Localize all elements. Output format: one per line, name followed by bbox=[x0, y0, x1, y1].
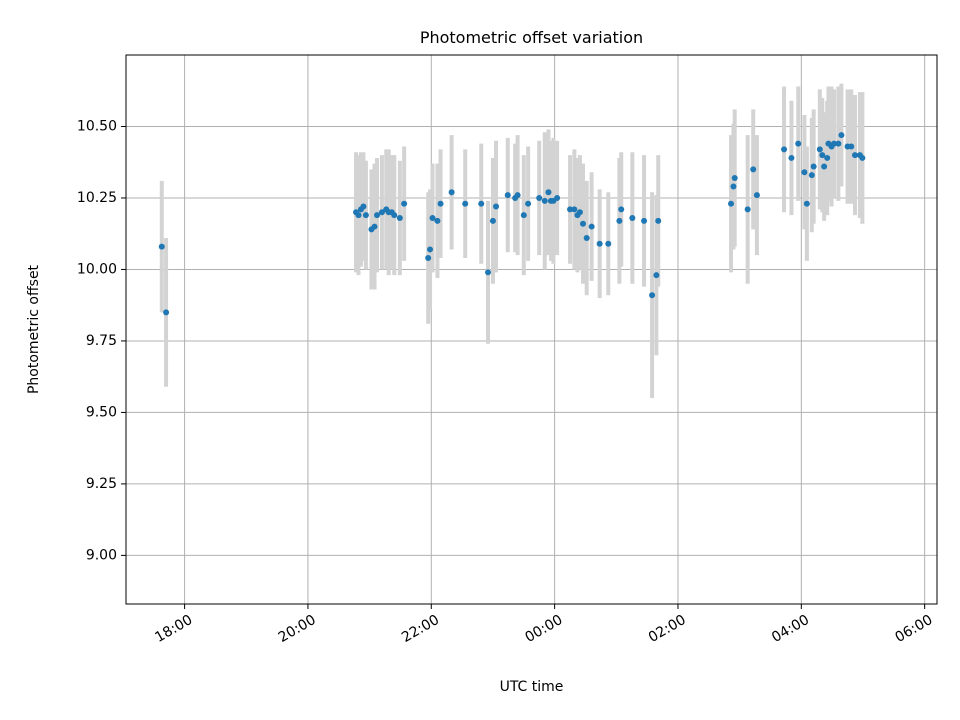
data-point bbox=[567, 206, 574, 213]
y-tick-label: 9.00 bbox=[86, 547, 117, 563]
data-point bbox=[536, 194, 543, 201]
data-point bbox=[788, 154, 795, 161]
data-point bbox=[579, 220, 586, 227]
data-point bbox=[525, 200, 532, 207]
chart-title: Photometric offset variation bbox=[420, 28, 643, 47]
data-point bbox=[824, 154, 831, 161]
data-point bbox=[618, 206, 625, 213]
y-axis-label: Photometric offset bbox=[26, 264, 42, 394]
data-point bbox=[391, 212, 398, 219]
data-point bbox=[434, 217, 441, 224]
y-tick-label: 9.75 bbox=[86, 333, 117, 349]
data-point bbox=[401, 200, 408, 207]
data-point bbox=[838, 132, 845, 139]
data-point bbox=[163, 309, 170, 316]
data-point bbox=[616, 217, 623, 224]
data-point bbox=[437, 200, 444, 207]
data-point bbox=[362, 212, 369, 219]
data-point bbox=[629, 214, 636, 221]
data-point bbox=[848, 143, 855, 150]
y-tick-label: 9.25 bbox=[86, 476, 117, 492]
data-point bbox=[816, 146, 823, 153]
x-axis-label: UTC time bbox=[500, 679, 564, 695]
data-point bbox=[730, 183, 737, 190]
data-point bbox=[493, 203, 500, 210]
y-tick-label: 10.25 bbox=[77, 190, 117, 206]
data-point bbox=[781, 146, 788, 153]
data-point bbox=[489, 217, 496, 224]
data-point bbox=[158, 243, 165, 250]
data-point bbox=[851, 152, 858, 159]
data-point bbox=[374, 212, 381, 219]
data-point bbox=[649, 292, 656, 299]
data-point bbox=[448, 189, 455, 196]
plot-frame bbox=[125, 54, 938, 605]
data-point bbox=[425, 255, 432, 262]
data-point bbox=[541, 197, 548, 204]
data-point bbox=[641, 217, 648, 224]
data-point bbox=[596, 240, 603, 247]
data-point bbox=[821, 163, 828, 170]
data-point bbox=[378, 209, 385, 216]
data-point bbox=[795, 140, 802, 147]
data-point bbox=[810, 163, 817, 170]
data-point bbox=[427, 246, 434, 253]
y-axis-ticks: 9.00 9.25 9.50 9.75 10.00 10.25 10.50 bbox=[77, 118, 126, 563]
data-point bbox=[835, 140, 842, 147]
data-point bbox=[731, 174, 738, 181]
data-point bbox=[605, 240, 612, 247]
y-tick-label: 10.00 bbox=[77, 261, 117, 277]
data-point bbox=[819, 152, 826, 159]
y-tick-label: 10.50 bbox=[77, 118, 117, 134]
data-point bbox=[504, 192, 511, 199]
data-point bbox=[583, 235, 590, 241]
data-point bbox=[753, 192, 760, 199]
data-point bbox=[478, 200, 485, 207]
data-point bbox=[831, 140, 838, 147]
data-point bbox=[520, 212, 527, 219]
data-point bbox=[655, 217, 662, 224]
data-point bbox=[429, 214, 436, 221]
data-point bbox=[801, 169, 808, 176]
data-point bbox=[355, 212, 362, 219]
data-point bbox=[371, 223, 378, 230]
data-point bbox=[750, 166, 757, 173]
data-point bbox=[485, 269, 492, 276]
data-point bbox=[571, 206, 578, 213]
data-point bbox=[462, 200, 469, 207]
data-point bbox=[859, 154, 866, 161]
y-tick-label: 9.50 bbox=[86, 404, 117, 420]
data-point bbox=[744, 206, 751, 213]
data-points bbox=[158, 132, 866, 316]
data-point bbox=[554, 194, 561, 201]
grid bbox=[126, 55, 937, 604]
data-point bbox=[514, 192, 521, 199]
data-point bbox=[545, 189, 552, 196]
data-point bbox=[396, 214, 403, 221]
data-point bbox=[653, 272, 660, 279]
data-point bbox=[808, 172, 815, 179]
data-point bbox=[360, 203, 367, 210]
data-point bbox=[803, 200, 810, 207]
data-point bbox=[588, 223, 595, 230]
data-point bbox=[728, 200, 735, 207]
data-point bbox=[576, 209, 583, 216]
